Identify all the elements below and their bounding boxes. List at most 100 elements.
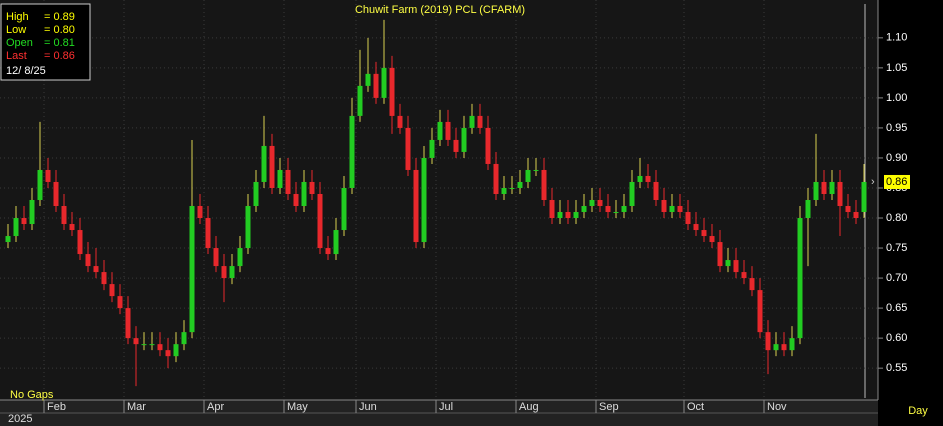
candle-body <box>109 284 115 297</box>
candle-body <box>477 115 483 128</box>
candle-body <box>741 272 747 279</box>
candle-body <box>517 181 523 188</box>
candle-body <box>301 181 307 207</box>
candle-body <box>445 121 451 140</box>
readout-name: Last <box>6 50 27 62</box>
candle-body <box>821 181 827 194</box>
candle-body <box>757 290 763 333</box>
candle-body <box>277 169 283 188</box>
candle-body <box>717 242 723 267</box>
candle-body <box>685 212 691 225</box>
candle-body <box>461 127 467 152</box>
candle-body <box>61 206 67 225</box>
candle-body <box>245 206 251 249</box>
candle-body <box>541 169 547 200</box>
candle-body <box>221 266 227 279</box>
candle-body <box>341 187 347 231</box>
candle-body <box>773 344 779 351</box>
x-tick-label: Aug <box>519 401 539 413</box>
candle-body <box>453 139 459 152</box>
axis-bg <box>878 0 943 426</box>
period-label: Day <box>908 405 928 417</box>
y-tick-label: 0.75 <box>886 242 907 254</box>
candle-body <box>861 181 867 213</box>
candle-body <box>45 169 51 182</box>
candle-body <box>357 85 363 116</box>
candle-body <box>813 181 819 200</box>
candle-body <box>605 206 611 213</box>
candle-body <box>637 175 643 182</box>
x-tick-label: Mar <box>127 401 146 413</box>
readout-value: = 0.86 <box>44 50 75 62</box>
candle-body <box>325 248 331 255</box>
candle-body <box>13 218 19 237</box>
candle-body <box>837 181 843 207</box>
x-tick-label: Apr <box>207 401 224 413</box>
candle-body <box>237 248 243 267</box>
x-tick-label: Jun <box>359 401 377 413</box>
candle-body <box>437 121 443 140</box>
candle-body <box>373 73 379 98</box>
candle-body <box>181 332 187 345</box>
readout-value: = 0.80 <box>44 24 75 36</box>
x-tick-label: Nov <box>767 401 787 413</box>
readout-name: High <box>6 11 29 23</box>
candle-body <box>101 272 107 285</box>
candles <box>5 19 867 387</box>
candle-body <box>693 224 699 231</box>
y-tick-label: 0.80 <box>886 212 907 224</box>
readout-date: 12/ 8/25 <box>6 65 46 77</box>
candle-body <box>37 169 43 200</box>
candle-body <box>701 230 707 237</box>
y-tick-label: 0.65 <box>886 302 907 314</box>
grid <box>0 0 878 400</box>
y-tick-label: 1.10 <box>886 32 907 44</box>
candle-body <box>677 206 683 213</box>
y-tick-label: 1.00 <box>886 92 907 104</box>
y-tick-label: 0.55 <box>886 362 907 374</box>
candle-body <box>261 145 267 182</box>
candle-body <box>525 169 531 182</box>
y-tick-label: 0.95 <box>886 122 907 134</box>
x-tick-label: May <box>287 401 308 413</box>
last-price-label: 0.86 <box>886 176 907 188</box>
y-tick-label: 1.05 <box>886 62 907 74</box>
candle-body <box>389 67 395 116</box>
candle-body <box>829 181 835 194</box>
candle-body <box>77 230 83 255</box>
candle-body <box>21 218 27 225</box>
candle-body <box>173 344 179 357</box>
candle-body <box>53 181 59 207</box>
candle-body <box>725 260 731 267</box>
candle-body <box>805 200 811 219</box>
candle-body <box>157 344 163 351</box>
candle-body <box>5 236 11 243</box>
candle-body <box>293 193 299 207</box>
candle-body <box>589 200 595 207</box>
candle-body <box>117 296 123 309</box>
x-tick-label: Sep <box>599 401 619 413</box>
candle-body <box>421 157 427 243</box>
candle-body <box>493 163 499 194</box>
candle-body <box>765 332 771 351</box>
candle-body <box>229 266 235 279</box>
readout-box <box>0 3 91 81</box>
candle-body <box>189 206 195 333</box>
readout-value: = 0.89 <box>44 11 75 23</box>
x-tick-label: Jul <box>439 401 453 413</box>
plot-bg <box>0 0 878 400</box>
candle-body <box>381 67 387 98</box>
candle-body <box>565 212 571 219</box>
candle-body <box>125 308 131 339</box>
candle-body <box>653 181 659 200</box>
candle-body <box>661 200 667 213</box>
candle-body <box>509 187 515 189</box>
candle-body <box>285 169 291 194</box>
candle-body <box>149 344 155 346</box>
y-tick-label: 0.60 <box>886 332 907 344</box>
candle-body <box>645 175 651 182</box>
candle-body <box>557 212 563 219</box>
candle-body <box>317 193 323 249</box>
